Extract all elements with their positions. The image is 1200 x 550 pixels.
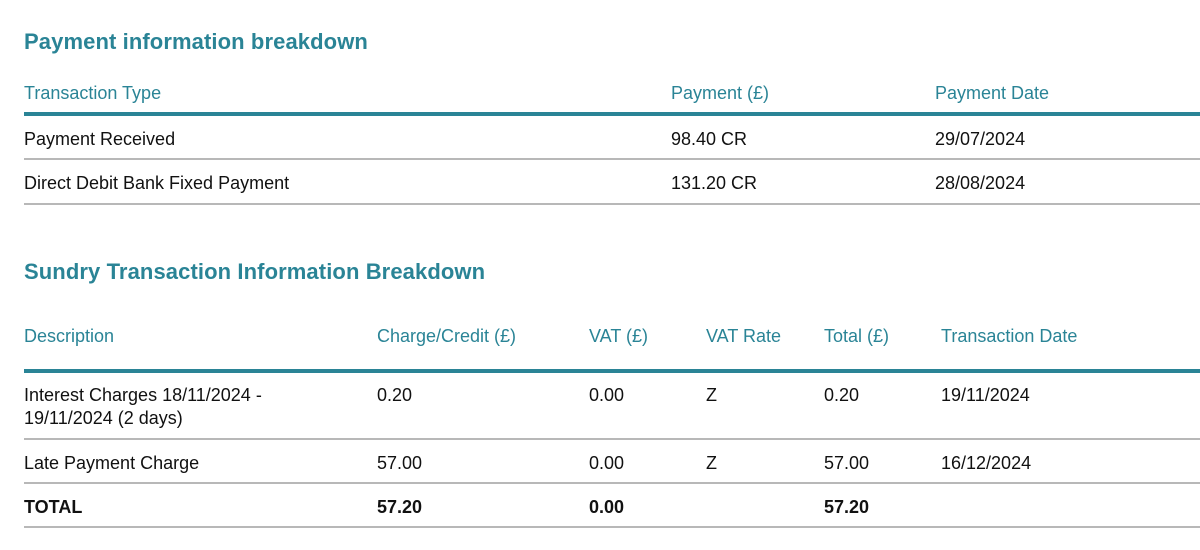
col-header-transaction-date: Transaction Date (941, 326, 1078, 346)
total-vat: 0.00 (589, 497, 625, 517)
vat-rate: Z (706, 385, 717, 405)
header-divider (24, 112, 1200, 116)
transaction-date: 16/12/2024 (941, 453, 1032, 473)
description: Interest Charges 18/11/2024 - 19/11/2024… (24, 385, 262, 428)
row-total: 0.20 (824, 385, 860, 405)
sundry-section-title: Sundry Transaction Information Breakdown (24, 259, 486, 284)
transaction-type: Direct Debit Bank Fixed Payment (24, 173, 290, 193)
col-header-payment-date: Payment Date (935, 83, 1050, 103)
col-header-payment: Payment (£) (671, 83, 770, 103)
row-divider (24, 526, 1200, 528)
row-divider (24, 482, 1200, 484)
header-divider (24, 369, 1200, 373)
transaction-date: 19/11/2024 (941, 385, 1030, 405)
col-header-charge-credit: Charge/Credit (£) (377, 326, 517, 346)
row-total: 57.00 (824, 453, 870, 473)
charge-credit: 57.00 (377, 453, 423, 473)
payment-section-title: Payment information breakdown (24, 29, 368, 54)
grand-total: 57.20 (824, 497, 870, 517)
col-header-description: Description (24, 326, 115, 346)
description: Late Payment Charge (24, 453, 200, 473)
col-header-total: Total (£) (824, 326, 890, 346)
total-charge-credit: 57.20 (377, 497, 423, 517)
row-divider (24, 158, 1200, 160)
transaction-type: Payment Received (24, 129, 176, 149)
payment-date: 28/08/2024 (935, 173, 1026, 193)
row-divider (24, 203, 1200, 205)
vat-rate: Z (706, 453, 717, 473)
vat-amount: 0.00 (589, 453, 625, 473)
charge-credit: 0.20 (377, 385, 413, 405)
col-header-transaction-type: Transaction Type (24, 83, 162, 103)
payment-amount: 98.40 CR (671, 129, 748, 149)
totals-label: TOTAL (24, 497, 83, 517)
payment-amount: 131.20 CR (671, 173, 758, 193)
row-divider (24, 438, 1200, 440)
vat-amount: 0.00 (589, 385, 625, 405)
col-header-vat: VAT (£) (589, 326, 649, 346)
col-header-vat-rate: VAT Rate (706, 326, 782, 346)
payment-date: 29/07/2024 (935, 129, 1026, 149)
